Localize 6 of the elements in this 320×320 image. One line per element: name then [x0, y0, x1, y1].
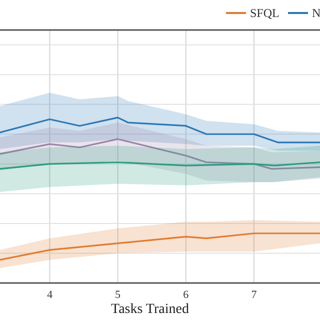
legend-label: SFQL — [250, 6, 280, 20]
x-tick-label: 5 — [115, 289, 122, 301]
x-axis-title: Tasks Trained — [111, 302, 189, 317]
x-tick-label: 4 — [46, 289, 53, 301]
x-tick-label: 6 — [183, 289, 190, 301]
x-tick-label: 7 — [251, 289, 258, 301]
